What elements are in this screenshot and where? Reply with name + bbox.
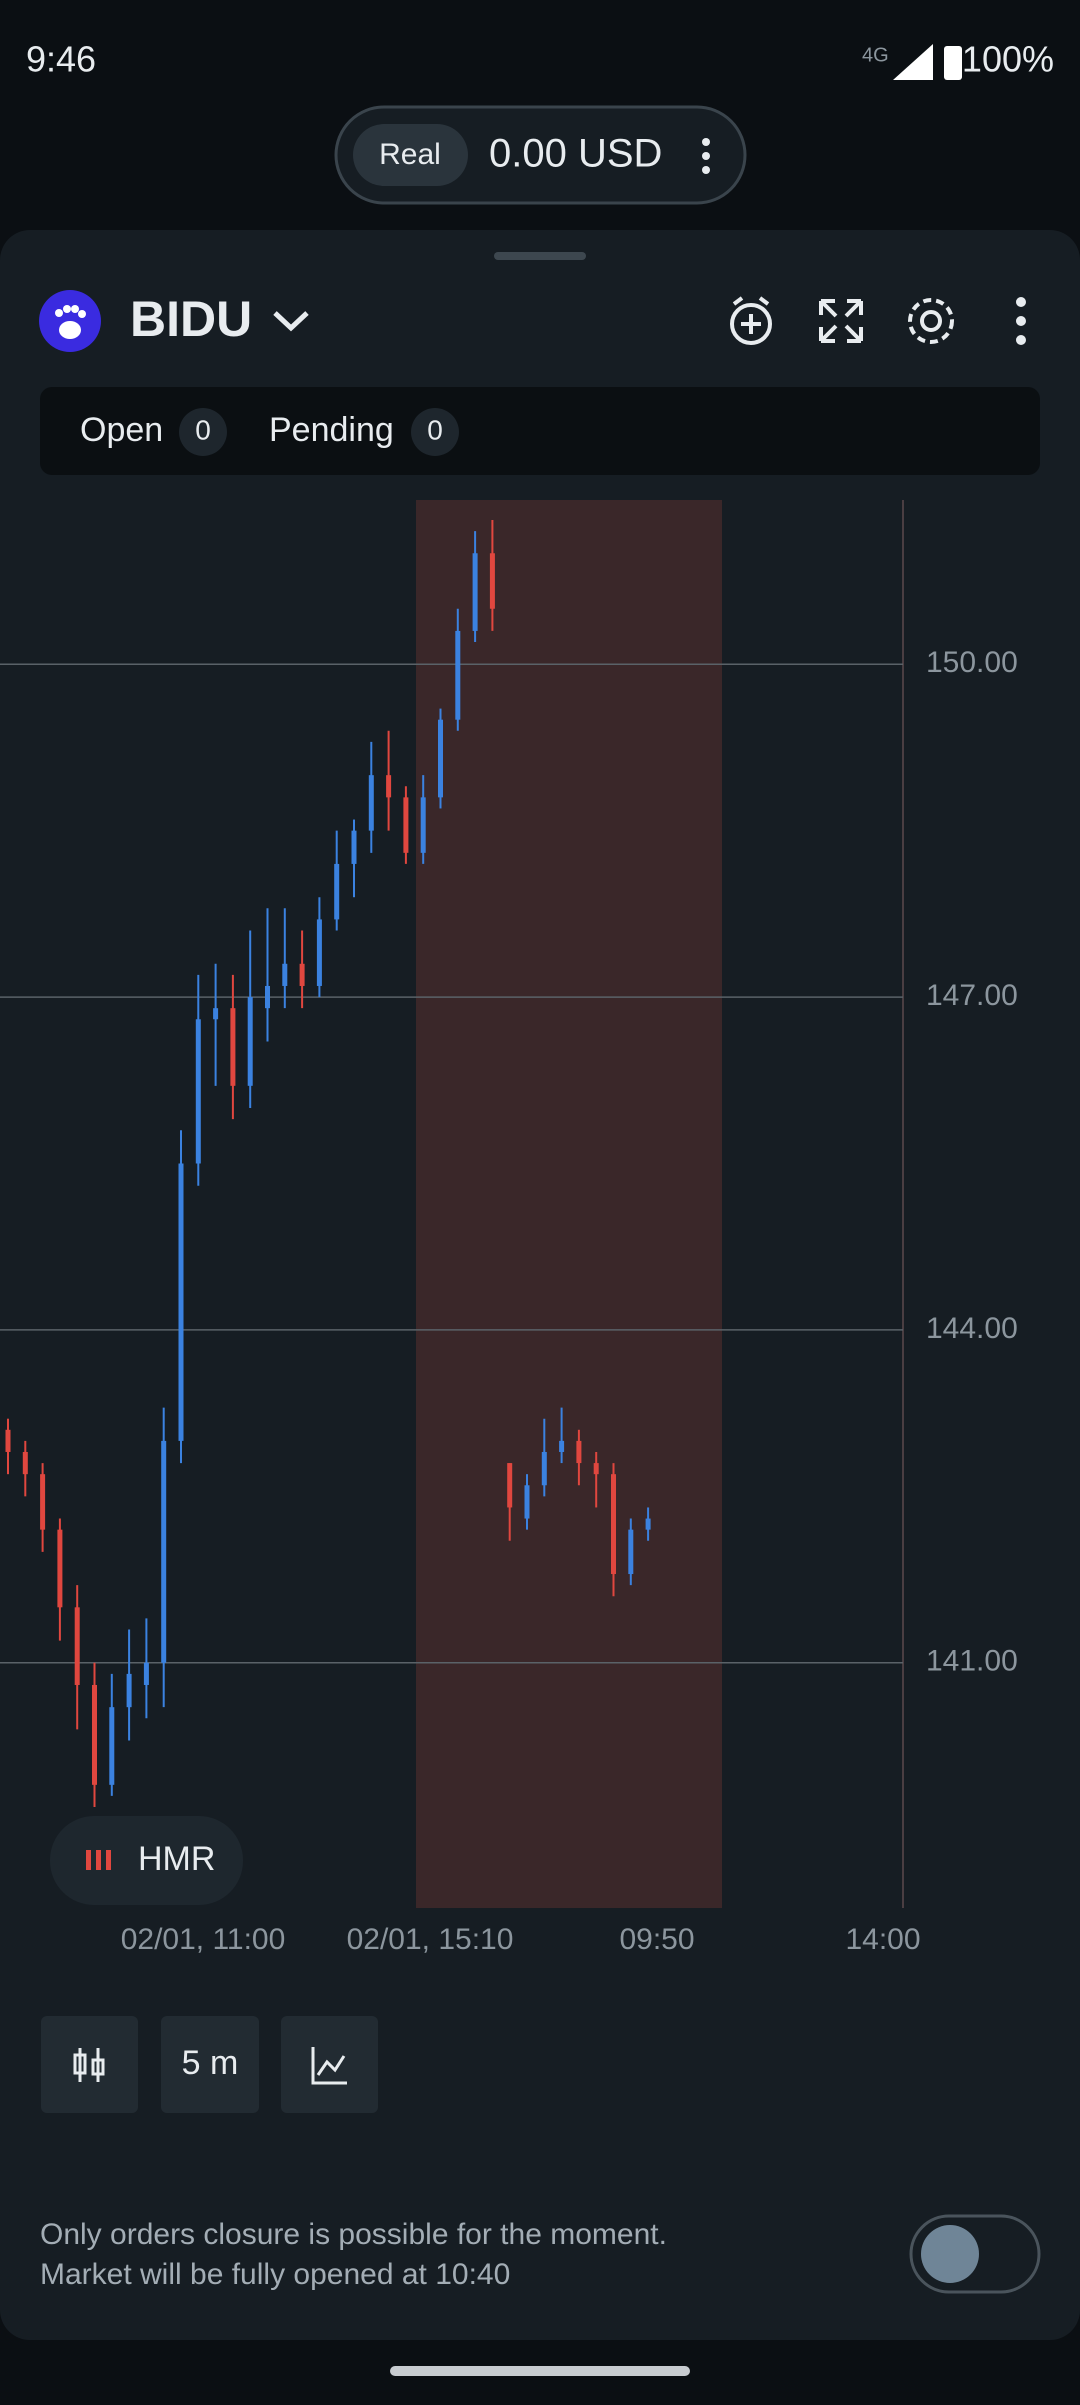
candle-body xyxy=(611,1474,616,1575)
candle-body xyxy=(74,1607,80,1685)
candle-body xyxy=(386,775,392,798)
candle-body xyxy=(282,963,288,986)
candle-body xyxy=(368,775,374,831)
candle-body xyxy=(334,863,340,920)
candle-body xyxy=(438,719,443,798)
candle-body xyxy=(299,963,305,986)
candle-body xyxy=(403,797,409,853)
x-tick-label: 02/01, 15:10 xyxy=(347,1923,514,1956)
candle-body xyxy=(351,830,357,864)
candle-body xyxy=(593,1463,599,1475)
toggle-knob xyxy=(921,2225,979,2283)
alarm-icon[interactable] xyxy=(730,296,772,345)
settings-icon[interactable] xyxy=(908,298,954,344)
mode-chip xyxy=(353,124,468,186)
candle-body xyxy=(161,1440,167,1663)
clock: 9:46 xyxy=(26,39,96,80)
badge xyxy=(411,408,459,456)
battery: 100% xyxy=(962,39,1054,80)
balance: 0.00 USD xyxy=(489,132,662,176)
chart-type-button[interactable] xyxy=(41,2016,138,2113)
logo-paw xyxy=(55,305,86,339)
candle-body xyxy=(5,1429,11,1452)
candle-body xyxy=(230,1008,236,1086)
candle-body xyxy=(472,553,478,631)
candle-body xyxy=(489,553,495,609)
candle-body xyxy=(541,1451,547,1486)
y-tick-label: 150.00 xyxy=(926,646,1018,679)
candle-body xyxy=(109,1707,115,1785)
indicator-button[interactable] xyxy=(50,1816,243,1905)
y-tick-label: 147.00 xyxy=(926,979,1018,1012)
fullscreen-icon[interactable] xyxy=(819,299,863,343)
indicator-icon xyxy=(86,1850,111,1870)
x-tick-label: 09:50 xyxy=(619,1923,694,1956)
candle-body xyxy=(316,919,322,986)
account-menu[interactable] xyxy=(702,138,710,174)
y-tick-label: 144.00 xyxy=(926,1312,1018,1345)
chart: 150.00 147.00 144.00 141.00 02/01, 11:00 02/0… xyxy=(0,519,1018,1956)
candle-body xyxy=(265,985,270,1009)
candle-body xyxy=(195,1019,201,1164)
candle-body xyxy=(92,1684,97,1785)
closed-session xyxy=(416,500,722,1908)
candle-body xyxy=(143,1662,149,1685)
notice: Market will be fully opened at 10:40 xyxy=(40,2258,510,2291)
home-indicator[interactable] xyxy=(390,2366,690,2376)
indicator-label: HMR xyxy=(138,1840,215,1878)
candle-body xyxy=(57,1529,63,1608)
candle-body xyxy=(126,1673,132,1708)
candle-body xyxy=(628,1529,634,1575)
x-tick-label: 02/01, 11:00 xyxy=(121,1923,286,1956)
account-mode: Real xyxy=(379,138,441,171)
y-tick-label: 141.00 xyxy=(926,1645,1018,1678)
network: 4G xyxy=(862,44,889,66)
candle-body xyxy=(420,797,426,853)
candle-body xyxy=(247,997,253,1086)
candle-body xyxy=(524,1485,530,1519)
candle-body xyxy=(178,1163,184,1441)
tab-pending[interactable]: Pending xyxy=(269,411,394,449)
indicators-icon xyxy=(311,2047,347,2085)
candle-body xyxy=(40,1474,46,1530)
x-tick-label: 14:00 xyxy=(845,1923,920,1956)
symbol[interactable]: BIDU xyxy=(130,291,252,347)
candle-body xyxy=(645,1518,651,1530)
signal-icon xyxy=(893,44,933,80)
candle-body xyxy=(559,1440,565,1452)
battery-icon xyxy=(944,46,962,80)
candle-body xyxy=(455,630,461,720)
handle[interactable] xyxy=(494,252,586,260)
badge xyxy=(179,408,227,456)
candle-body xyxy=(22,1451,28,1475)
tab-open-count: 0 xyxy=(195,414,211,445)
timeframe: 5 m xyxy=(182,2044,239,2082)
symbol-dropdown[interactable] xyxy=(273,311,309,332)
tab-pending-count: 0 xyxy=(427,414,443,445)
more-icon[interactable] xyxy=(1016,297,1026,345)
notice: Only orders closure is possible for the … xyxy=(40,2218,667,2251)
tab-open[interactable]: Open xyxy=(80,411,163,449)
candle-body xyxy=(576,1440,582,1464)
toggle[interactable] xyxy=(909,2214,1041,2294)
candle-icon xyxy=(73,2048,105,2082)
candle-body xyxy=(507,1463,513,1508)
candle-body xyxy=(213,1008,219,1020)
timeframe-button[interactable] xyxy=(161,2016,259,2113)
tabs-bar xyxy=(40,387,1040,475)
